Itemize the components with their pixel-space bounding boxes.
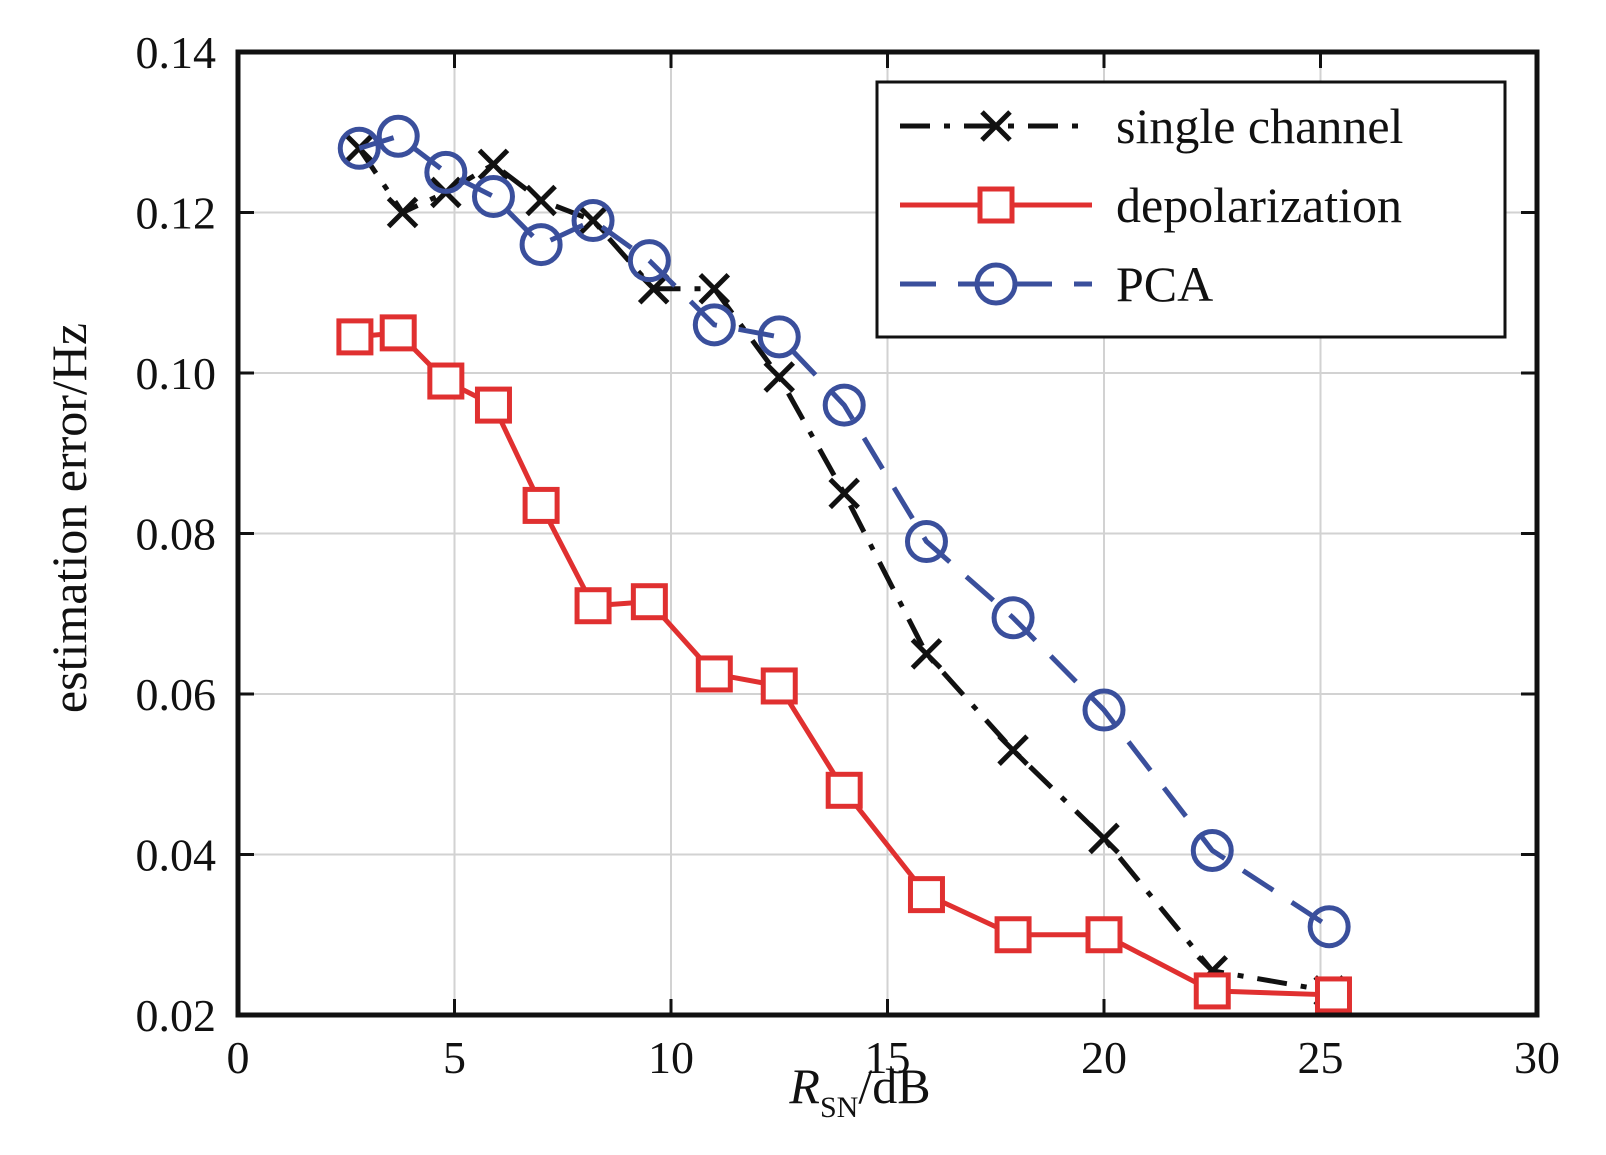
legend-label: PCA	[1116, 256, 1213, 312]
data-point	[1190, 828, 1234, 872]
x-tick-labels: 0 5 10 15 20 25 30	[227, 1032, 1561, 1083]
data-point	[828, 477, 860, 510]
data-point	[522, 486, 560, 524]
data-point	[822, 383, 866, 427]
legend-swatch-marker	[980, 110, 1012, 142]
x-axis-label-suffix: /dB	[858, 1058, 930, 1114]
data-point	[630, 583, 668, 621]
data-point	[692, 303, 736, 347]
x-tick-label: 25	[1298, 1032, 1344, 1083]
y-tick-label: 0.06	[136, 669, 217, 720]
data-point	[1088, 822, 1120, 855]
data-point	[379, 314, 417, 352]
data-point	[477, 148, 510, 181]
y-axis-label: estimation error/Hz	[41, 323, 97, 713]
x-axis-label-main: R	[788, 1058, 820, 1114]
data-point	[1193, 972, 1231, 1010]
legend-label: single channel	[1116, 98, 1403, 154]
data-point	[574, 587, 612, 625]
data-point	[907, 876, 945, 914]
data-point	[994, 916, 1032, 954]
data-point	[698, 272, 731, 305]
y-tick-label: 0.08	[136, 509, 217, 560]
data-point	[695, 655, 733, 693]
data-point	[997, 734, 1029, 766]
legend-item: single channel	[900, 98, 1403, 154]
data-point	[427, 362, 465, 400]
data-point	[424, 150, 468, 194]
data-point	[1085, 916, 1123, 954]
data-point	[571, 199, 615, 243]
series-layer	[336, 114, 1352, 1014]
x-axis-label: RSN/dB	[788, 1058, 930, 1124]
legend: single channel depolarization PCA	[875, 80, 1507, 339]
x-tick-label: 30	[1514, 1032, 1560, 1083]
y-tick-label: 0.02	[136, 990, 217, 1041]
y-tick-label: 0.10	[136, 348, 217, 399]
data-point	[757, 315, 801, 359]
y-tick-labels: 0.02 0.04 0.06 0.08 0.10 0.12 0.14	[136, 27, 217, 1041]
data-point	[336, 318, 374, 356]
legend-item: PCA	[900, 256, 1213, 312]
data-point	[904, 520, 948, 564]
x-tick-label: 20	[1081, 1032, 1127, 1083]
y-tick-label: 0.14	[136, 27, 217, 78]
data-point	[627, 239, 671, 283]
data-point	[386, 196, 419, 229]
data-point	[337, 126, 381, 170]
data-point	[471, 174, 515, 218]
data-point	[910, 638, 943, 670]
data-point	[376, 114, 420, 158]
data-point	[525, 184, 557, 217]
data-point	[991, 596, 1035, 640]
legend-swatch-marker	[974, 262, 1018, 306]
x-tick-label: 0	[227, 1032, 250, 1083]
data-point	[519, 223, 563, 267]
plot-frame	[235, 49, 1540, 1018]
data-point	[1314, 976, 1352, 1014]
data-point	[1082, 688, 1126, 732]
data-point	[1307, 905, 1351, 949]
data-point	[474, 386, 512, 424]
legend-item: depolarization	[900, 177, 1402, 233]
legend-label: depolarization	[1116, 177, 1402, 233]
y-tick-label: 0.12	[136, 188, 217, 239]
x-tick-label: 10	[648, 1032, 694, 1083]
x-axis-label-subscript: SN	[820, 1091, 858, 1124]
x-tick-label: 5	[443, 1032, 466, 1083]
data-point	[763, 361, 796, 393]
y-tick-label: 0.04	[136, 830, 217, 881]
series-depolarization	[336, 314, 1352, 1014]
data-point	[760, 667, 798, 705]
legend-swatch-marker	[977, 186, 1015, 224]
data-point	[825, 771, 863, 809]
series-pca	[337, 114, 1351, 949]
x-tick-label: 15	[865, 1032, 911, 1083]
